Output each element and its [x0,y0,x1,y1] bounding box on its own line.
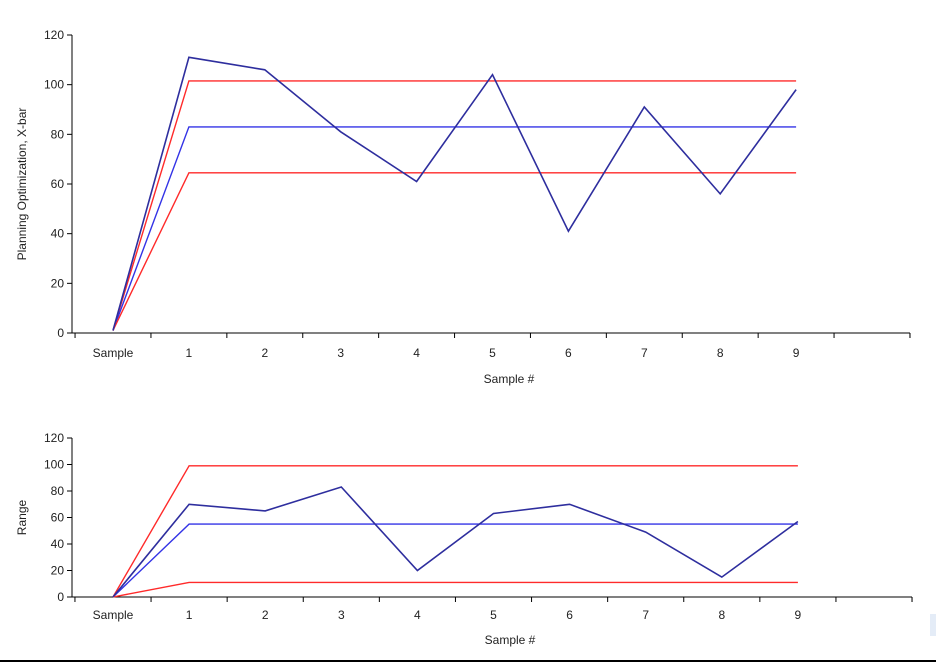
range-x-tick-label: 6 [566,608,573,622]
xbar-x-tick-label: 7 [641,346,648,360]
range-y-tick-label: 0 [57,590,64,604]
range-y-tick-label: 40 [51,537,65,551]
range-series-data [112,486,799,598]
xbar-series-upper-control-limit [112,80,797,331]
range-x-tick-label: 5 [490,608,497,622]
xbar-series-lower-control-limit [112,172,797,331]
range-y-tick-label: 120 [44,431,64,445]
xbar-x-tick-label: 1 [186,346,193,360]
xbar-y-tick-label: 60 [51,177,65,191]
xbar-y-tick-label: 40 [51,227,65,241]
range-series-center-line [112,523,798,598]
range-x-tick-label: 4 [414,608,421,622]
range-y-axis-title: Range [15,500,29,536]
xbar-series-center-line [112,126,797,331]
range-y-tick-label: 80 [51,484,65,498]
range-x-tick-label: 3 [338,608,345,622]
corner-fragment [930,614,936,636]
xbar-series-data [112,56,797,331]
xbar-y-tick-label: 0 [57,326,64,340]
range-x-tick-label: 9 [795,608,802,622]
xbar-y-tick-label: 120 [44,28,64,42]
range-y-tick-label: 100 [44,458,64,472]
bottom-divider [0,660,936,662]
xbar-x-tick-label: 6 [565,346,572,360]
range-y-tick-label: 20 [51,564,65,578]
range-series-lower-control-limit [112,581,798,598]
range-series-upper-control-limit [112,465,798,598]
xbar-y-axis-title: Planning Optimization, X-bar [15,108,29,261]
xbar-x-tick-label: 8 [717,346,724,360]
xbar-y-tick-label: 20 [51,276,65,290]
range-x-tick-label: 8 [718,608,725,622]
range-x-tick-label: Sample [93,608,134,622]
xbar-x-tick-label: 2 [261,346,268,360]
range-y-tick-label: 60 [51,511,65,525]
range-x-tick-label: 2 [262,608,269,622]
xbar-x-tick-label: 4 [413,346,420,360]
xbar-x-axis-title: Sample # [484,372,535,386]
range-x-tick-label: 7 [642,608,649,622]
xbar-x-tick-label: Sample [93,346,134,360]
xbar-x-tick-label: 3 [337,346,344,360]
range-x-axis-title: Sample # [485,633,536,647]
xbar-x-tick-label: 5 [489,346,496,360]
xbar-y-tick-label: 100 [44,78,64,92]
range-x-tick-label: 1 [186,608,193,622]
xbar-y-tick-label: 80 [51,127,65,141]
xbar-x-tick-label: 9 [793,346,800,360]
